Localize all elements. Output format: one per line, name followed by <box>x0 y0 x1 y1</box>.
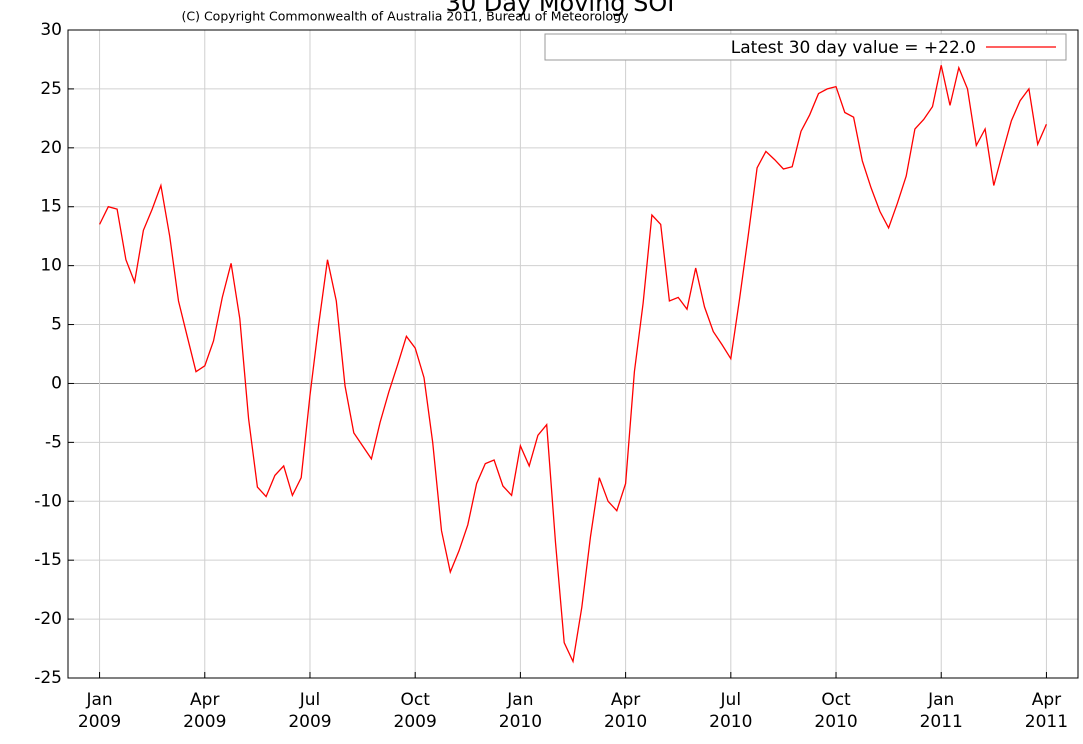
x-tick-label: Jul 2009 <box>288 690 332 732</box>
x-tick-label: Oct 2009 <box>393 690 437 732</box>
x-tick-label: Oct 2010 <box>814 690 858 732</box>
y-tick-label: -20 <box>34 609 62 629</box>
x-tick-label: Jul 2010 <box>709 690 753 732</box>
y-tick-label: -25 <box>34 668 62 688</box>
plot-frame <box>67 29 1079 679</box>
y-tick-label: -15 <box>34 550 62 570</box>
y-tick-label: 5 <box>51 315 62 335</box>
x-tick-label: Apr 2011 <box>1024 690 1069 732</box>
y-tick-label: 25 <box>40 79 62 99</box>
plot-area <box>68 30 1078 678</box>
y-tick-label: 0 <box>51 373 62 393</box>
y-tick-label: -5 <box>45 432 62 452</box>
x-tick-label: Apr 2010 <box>603 690 648 732</box>
chart-title: 30 Day Moving SOI <box>446 0 675 17</box>
legend-box <box>544 33 1067 61</box>
y-tick-label: 20 <box>40 138 62 158</box>
x-tick-label: Apr 2009 <box>183 690 227 732</box>
y-tick-label: 15 <box>40 197 62 217</box>
legend-label: Latest 30 day value = +22.0 <box>731 38 976 58</box>
x-tick-label: Jan 2011 <box>919 690 963 732</box>
x-tick-label: Jan 2009 <box>77 690 122 732</box>
y-tick-label: -10 <box>34 491 62 511</box>
y-tick-label: 30 <box>40 20 62 40</box>
x-tick-label: Jan 2010 <box>498 690 543 732</box>
chart-subtitle: (C) Copyright Commonwealth of Australia … <box>181 9 629 24</box>
data-line <box>99 65 1047 664</box>
y-tick-label: 10 <box>40 256 62 276</box>
